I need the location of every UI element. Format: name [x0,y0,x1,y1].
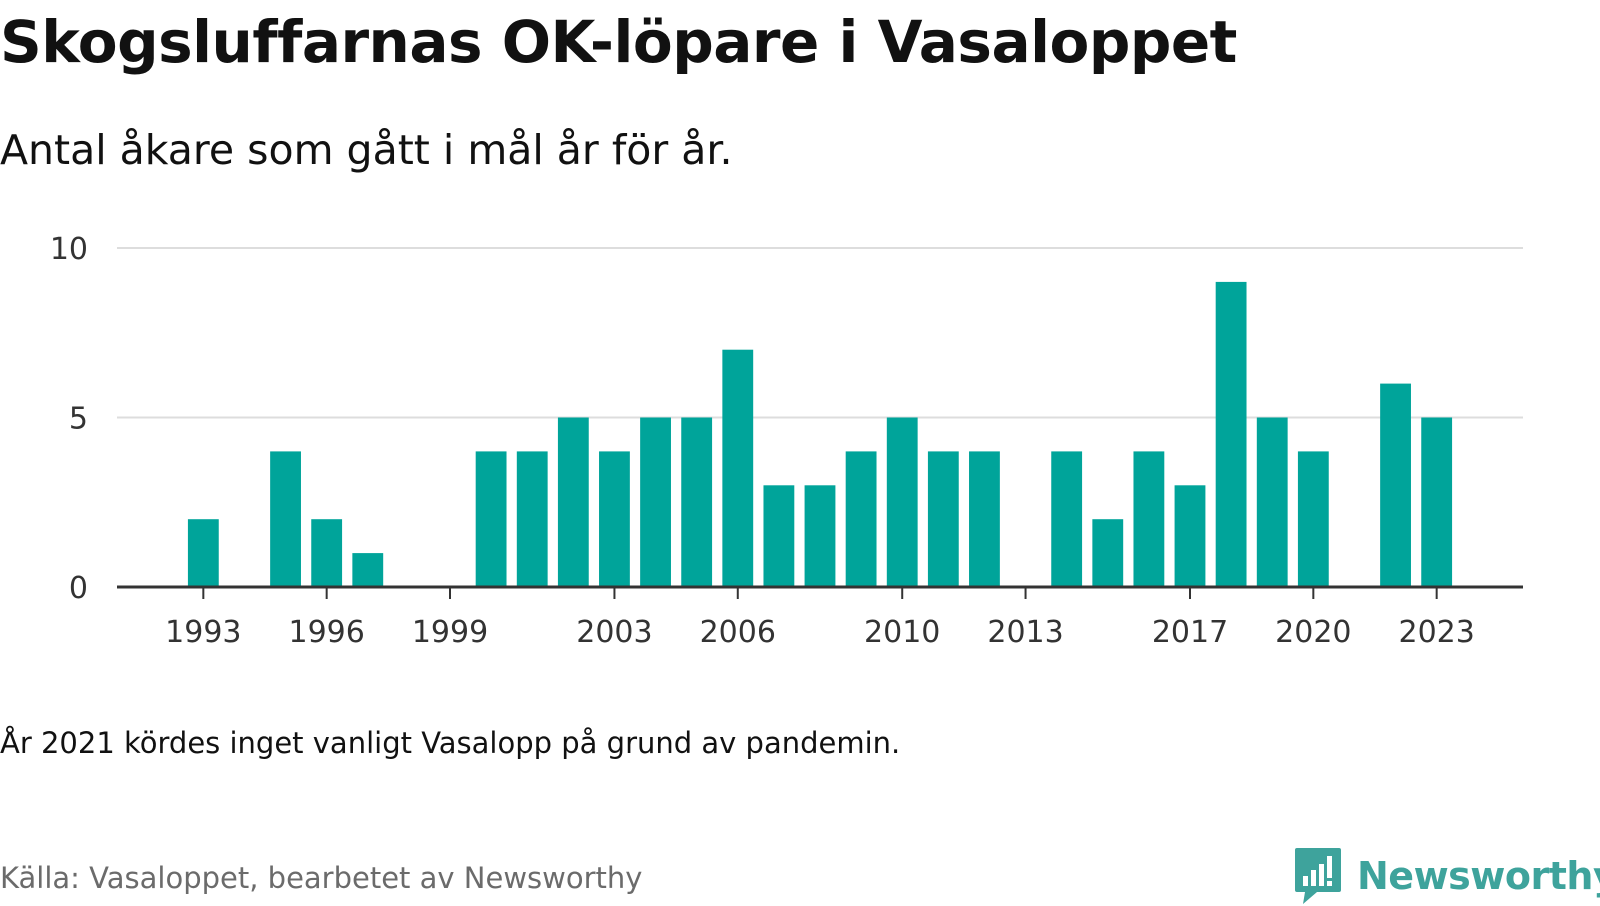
bar-2020 [1297,451,1329,587]
x-tick-label: 2010 [864,615,940,650]
x-tick-labels: 1993 1996 1999 2003 2006 2010 2013 2017 2020 2023 [165,615,1475,650]
y-tick-label: 5 [69,402,88,437]
x-tick-label: 2013 [987,615,1063,650]
bars [187,281,1453,587]
bar-2023 [1421,417,1453,587]
bar-2010 [886,417,918,587]
bar-2011 [927,451,959,587]
bar-1996 [311,519,343,587]
x-tick-label: 1999 [412,615,488,650]
bar-2016 [1133,451,1165,587]
x-tick-label: 2017 [1152,615,1228,650]
brand-name: Newsworthy [1357,854,1600,898]
bar-2008 [804,485,836,587]
bar-2009 [845,451,877,587]
bar-1995 [270,451,301,587]
brand-logo: Newsworthy [1293,846,1600,906]
x-tick-label: 1993 [165,615,241,650]
x-tick-label: 2006 [700,615,776,650]
source-text: Källa: Vasaloppet, bearbetet av Newswort… [0,861,643,895]
bar-2002 [557,417,589,587]
bar-2004 [640,417,671,587]
bar-2019 [1256,417,1288,587]
chart-title: Skogsluffarnas OK-löpare i Vasaloppet [0,8,1237,76]
bar-2006 [722,349,754,587]
newsworthy-logo-icon [1295,848,1341,904]
axes [117,585,1523,599]
bar-2018 [1215,281,1247,587]
bar-1997 [352,553,384,587]
x-tick-label: 2003 [576,615,652,650]
bar-2012 [969,451,1000,587]
bar-2014 [1051,451,1083,587]
bar-1993 [187,519,219,587]
bar-2017 [1174,485,1206,587]
y-tick-label: 0 [69,571,88,606]
chart-note: År 2021 kördes inget vanligt Vasalopp på… [0,726,901,760]
x-tick-label: 1996 [288,615,364,650]
bar-2005 [681,417,713,587]
chart-subtitle: Antal åkare som gått i mål år för år. [0,126,733,174]
bar-2022 [1380,383,1411,587]
bar-2000 [475,451,507,587]
x-tick-label: 2020 [1275,615,1351,650]
bar-2003 [599,451,630,587]
gridlines [117,247,1523,419]
x-tick-label: 2023 [1398,615,1474,650]
bar-2001 [516,451,548,587]
bar-2007 [763,485,795,587]
y-tick-label: 10 [50,232,88,267]
bar-2015 [1092,519,1124,587]
bar-chart: 0 5 10 1993 1996 1999 2003 2006 2010 2013 2017 202… [50,232,1523,650]
y-tick-labels: 0 5 10 [50,232,88,606]
